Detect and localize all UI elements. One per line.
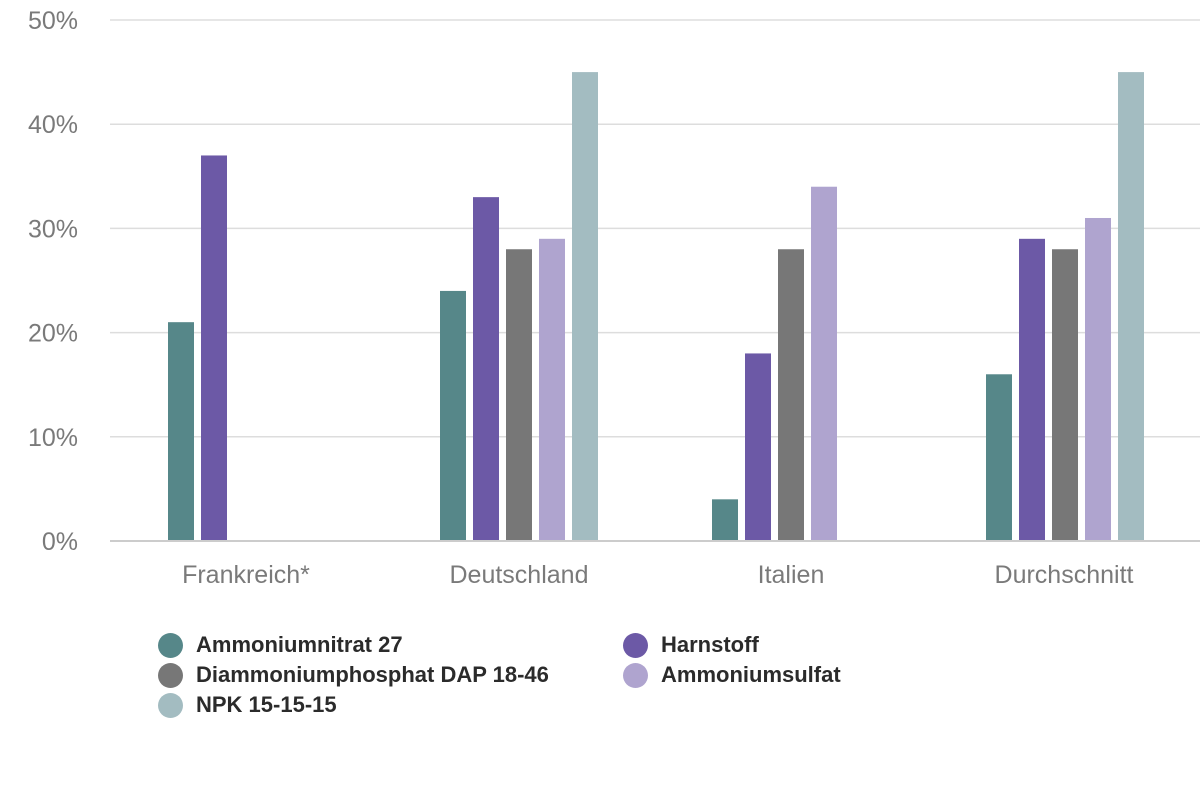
- bar: [473, 197, 499, 541]
- bar: [201, 155, 227, 541]
- x-category-label: Deutschland: [450, 561, 589, 589]
- bar: [986, 374, 1012, 541]
- bar: [712, 499, 738, 541]
- bar: [811, 186, 837, 541]
- bar: [440, 290, 466, 541]
- bar: [539, 238, 565, 541]
- legend-item-harnstoff: Harnstoff: [623, 630, 759, 660]
- bar: [745, 353, 771, 541]
- x-category-label: Durchschnitt: [995, 561, 1134, 589]
- legend-item-ammoniumnitrat: Ammoniumnitrat 27: [158, 630, 403, 660]
- legend-swatch: [623, 632, 648, 658]
- legend-item-diammoniumphosphat: Diammoniumphosphat DAP 18-46: [158, 660, 549, 690]
- y-tick-label: 20%: [28, 320, 78, 348]
- legend-label: NPK 15-15-15: [196, 692, 337, 717]
- x-axis-labels: Frankreich* Deutschland Italien Durchschnit…: [182, 561, 1133, 589]
- bar: [506, 249, 532, 542]
- y-tick-label: 0%: [42, 528, 78, 556]
- legend-item-ammoniumsulfat: Ammoniumsulfat: [623, 660, 841, 690]
- y-tick-label: 50%: [28, 7, 78, 35]
- x-category-label: Italien: [758, 561, 825, 589]
- bar: [1085, 217, 1111, 542]
- legend-label: Harnstoff: [661, 632, 759, 657]
- x-category-label: Frankreich*: [182, 561, 310, 589]
- bar: [168, 322, 194, 541]
- y-tick-label: 10%: [28, 424, 78, 452]
- y-axis-ticks: 0% 10% 20% 30% 40% 50%: [28, 7, 78, 556]
- bar: [1052, 249, 1078, 542]
- bar: [1019, 238, 1045, 541]
- legend-swatch: [158, 632, 183, 658]
- legend-swatch: [158, 692, 183, 718]
- legend: Ammoniumnitrat 27 Harnstoff Diammoniumph…: [158, 630, 1158, 730]
- bar-chart: 0% 10% 20% 30% 40% 50% Frankreich* Deutschland…: [28, 7, 1200, 589]
- legend-label: Ammoniumsulfat: [661, 662, 841, 687]
- bar: [572, 72, 598, 541]
- bar: [778, 249, 804, 542]
- legend-label: Ammoniumnitrat 27: [196, 632, 403, 657]
- legend-swatch: [158, 662, 183, 688]
- gridlines: [110, 19, 1200, 438]
- legend-swatch: [623, 662, 648, 688]
- legend-label: Diammoniumphosphat DAP 18-46: [196, 662, 549, 687]
- bars: [168, 72, 1144, 542]
- bar: [1118, 72, 1144, 541]
- legend-item-npk: NPK 15-15-15: [158, 690, 337, 720]
- y-tick-label: 40%: [28, 111, 78, 139]
- y-tick-label: 30%: [28, 215, 78, 243]
